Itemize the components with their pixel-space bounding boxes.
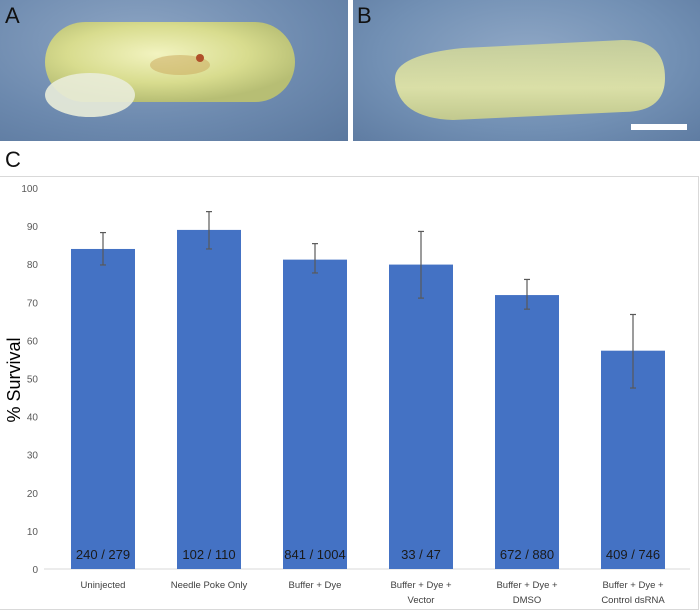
y-tick-label: 20 [27, 489, 39, 500]
y-axis-label: % Survival [4, 337, 24, 422]
x-tick-label: Control dsRNA [601, 595, 665, 606]
x-tick-label: Buffer + Dye + [390, 580, 452, 591]
y-tick-label: 80 [27, 260, 39, 271]
y-tick-label: 10 [27, 527, 39, 538]
bar-data-label: 240 / 279 [76, 547, 130, 562]
y-tick-label: 40 [27, 413, 39, 424]
y-tick-label: 100 [21, 184, 38, 195]
bar-data-label: 33 / 47 [401, 547, 441, 562]
bar [177, 229, 241, 569]
embryo-image-b [394, 40, 687, 130]
photo-panel-b: B [353, 0, 700, 141]
x-tick-label: Buffer + Dye + [496, 580, 558, 591]
bar [71, 248, 135, 569]
x-tick-label: Buffer + Dye [289, 580, 342, 591]
y-tick-label: 60 [27, 336, 39, 347]
bar-data-label: 409 / 746 [606, 547, 660, 562]
photo-panel-a: A [0, 0, 348, 141]
y-tick-label: 90 [27, 222, 39, 233]
panel-label-a: A [5, 3, 20, 28]
bar [389, 264, 453, 569]
bar-data-label: 841 / 1004 [284, 547, 345, 562]
embryo-image-a [45, 22, 295, 117]
scale-bar [631, 124, 687, 130]
bar-data-label: 102 / 110 [182, 547, 235, 562]
chart-frame [0, 176, 699, 610]
y-tick-label: 70 [27, 298, 39, 309]
bar [495, 295, 559, 569]
bar-data-label: 672 / 880 [500, 547, 554, 562]
y-tick-label: 0 [32, 565, 38, 576]
y-tick-label: 50 [27, 375, 39, 386]
x-tick-label: Needle Poke Only [171, 580, 248, 591]
bar [283, 259, 347, 569]
x-tick-label: DMSO [513, 595, 542, 606]
y-tick-label: 30 [27, 451, 39, 462]
panel-label-c: C [5, 147, 21, 172]
panel-label-b: B [357, 3, 372, 28]
x-tick-label: Buffer + Dye + [602, 580, 664, 591]
x-tick-label: Vector [408, 595, 435, 606]
x-tick-label: Uninjected [81, 580, 126, 591]
